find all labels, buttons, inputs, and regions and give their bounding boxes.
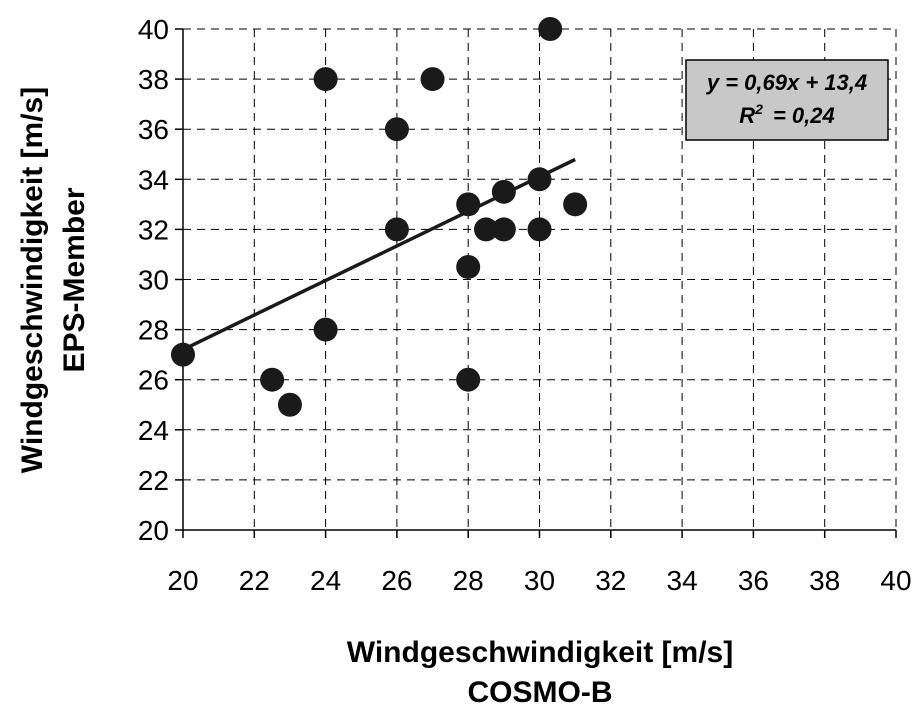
x-tick-label: 40 [880, 565, 911, 596]
x-tick-label: 32 [595, 565, 626, 596]
data-point [420, 67, 445, 92]
data-point [260, 367, 285, 392]
y-tick-label: 30 [138, 265, 169, 296]
x-axis-title-line1: Windgeschwindigkeit [m/s] [347, 636, 733, 669]
x-tick-label: 24 [310, 565, 341, 596]
x-tick-label: 28 [453, 565, 484, 596]
data-point [313, 317, 338, 342]
data-point [456, 367, 481, 392]
axes [175, 28, 897, 538]
trendline [182, 157, 576, 352]
y-axis-title-line2: EPS-Member [58, 187, 91, 372]
r-squared-prefix: R [739, 103, 755, 128]
data-point [474, 217, 499, 242]
y-axis-title-line1: Windgeschwindigkeit [m/s] [16, 87, 49, 473]
x-tick-label: 36 [738, 565, 769, 596]
tick-labels: 20 22 24 26 28 30 32 34 36 38 40 20 22 24 26 28 30 32 34 36… [138, 14, 912, 596]
data-point [171, 342, 195, 367]
x-tick-label: 34 [667, 565, 698, 596]
data-point [456, 254, 481, 279]
r-squared-superscript: 2 [754, 101, 763, 117]
data-point [491, 217, 516, 242]
y-tick-label: 24 [138, 415, 169, 446]
x-tick-label: 30 [524, 565, 555, 596]
x-tick-label: 22 [239, 565, 270, 596]
y-tick-label: 34 [138, 164, 169, 195]
data-points [171, 17, 588, 417]
trendline-layer [182, 157, 576, 352]
data-point [384, 117, 409, 142]
regression-annotation: y = 0,69x + 13,4 R2 = 0,24 [685, 59, 889, 141]
y-tick-label: 28 [138, 315, 169, 346]
x-tick-label: 38 [809, 565, 840, 596]
r-squared-label: R2 = 0,24 [739, 101, 834, 128]
r-squared-value: = 0,24 [773, 103, 835, 128]
data-point [384, 217, 409, 242]
regression-equation: y = 0,69x + 13,4 [706, 70, 867, 95]
data-point [563, 192, 588, 217]
y-tick-label: 20 [138, 515, 169, 546]
x-tick-label: 26 [381, 565, 412, 596]
y-tick-label: 26 [138, 365, 169, 396]
y-tick-label: 38 [138, 64, 169, 95]
y-tick-label: 22 [138, 465, 169, 496]
data-point [277, 392, 302, 417]
data-point [491, 179, 516, 204]
data-point [456, 192, 481, 217]
data-point [313, 67, 338, 92]
y-tick-label: 36 [138, 114, 169, 145]
data-point [527, 217, 552, 242]
annotation-box [685, 59, 889, 141]
x-tick-label: 20 [167, 565, 198, 596]
data-point [527, 167, 552, 192]
y-tick-label: 40 [138, 14, 169, 45]
data-point [538, 17, 563, 41]
x-axis-title-line2: COSMO-B [468, 676, 613, 709]
y-tick-label: 32 [138, 214, 169, 245]
